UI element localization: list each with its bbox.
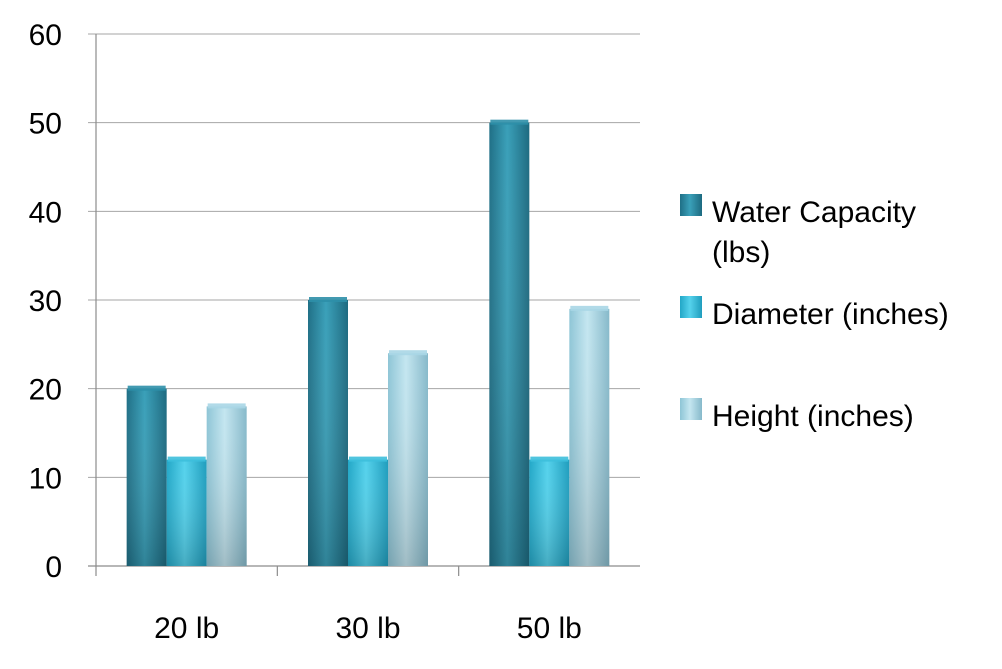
bar-top-cap — [207, 403, 246, 409]
y-tick-label: 0 — [45, 551, 62, 584]
legend-label: Diameter (inches) — [712, 298, 949, 331]
bar-shade — [529, 459, 570, 566]
bar-top-cap — [490, 119, 529, 125]
y-tick-label: 10 — [29, 462, 62, 495]
bar-top-cap — [127, 385, 166, 391]
bar-shade — [166, 459, 207, 566]
x-category-label: 20 lb — [154, 612, 219, 645]
bars — [126, 119, 610, 567]
bar-top-cap — [309, 297, 347, 302]
y-tick-label: 30 — [29, 285, 62, 318]
y-tick-label: 50 — [29, 108, 62, 141]
legend-label: (lbs) — [712, 236, 770, 269]
bar-top-cap — [570, 305, 609, 311]
x-category-label: 30 lb — [335, 612, 400, 645]
bar-top-cap — [167, 456, 206, 462]
legend-label: Height (inches) — [712, 400, 914, 433]
legend-label: Water Capacity — [712, 196, 916, 229]
bar-shade — [489, 122, 530, 567]
bar-shade — [388, 353, 428, 566]
bar-shade — [569, 308, 610, 566]
bar-shade — [206, 406, 247, 566]
bar-shade — [308, 300, 348, 566]
legend: Water Capacity (lbs) Diameter (inches) Heig… — [680, 194, 949, 433]
x-category-label: 50 lb — [517, 612, 582, 645]
bar-shade — [348, 459, 388, 566]
legend-swatch — [680, 296, 702, 318]
gridlines — [88, 33, 640, 478]
bar-top-cap — [530, 456, 569, 462]
bar-top-cap — [349, 456, 387, 462]
legend-swatch — [680, 398, 702, 420]
bar-top-cap — [389, 350, 427, 356]
bar-shade — [126, 388, 167, 566]
y-tick-label: 60 — [29, 19, 62, 52]
y-tick-label: 20 — [29, 374, 62, 407]
y-tick-label: 40 — [29, 196, 62, 229]
tick-labels: 0 10 20 30 40 50 60 20 lb 30 lb 50 lb — [29, 19, 582, 645]
legend-swatch — [680, 194, 702, 216]
